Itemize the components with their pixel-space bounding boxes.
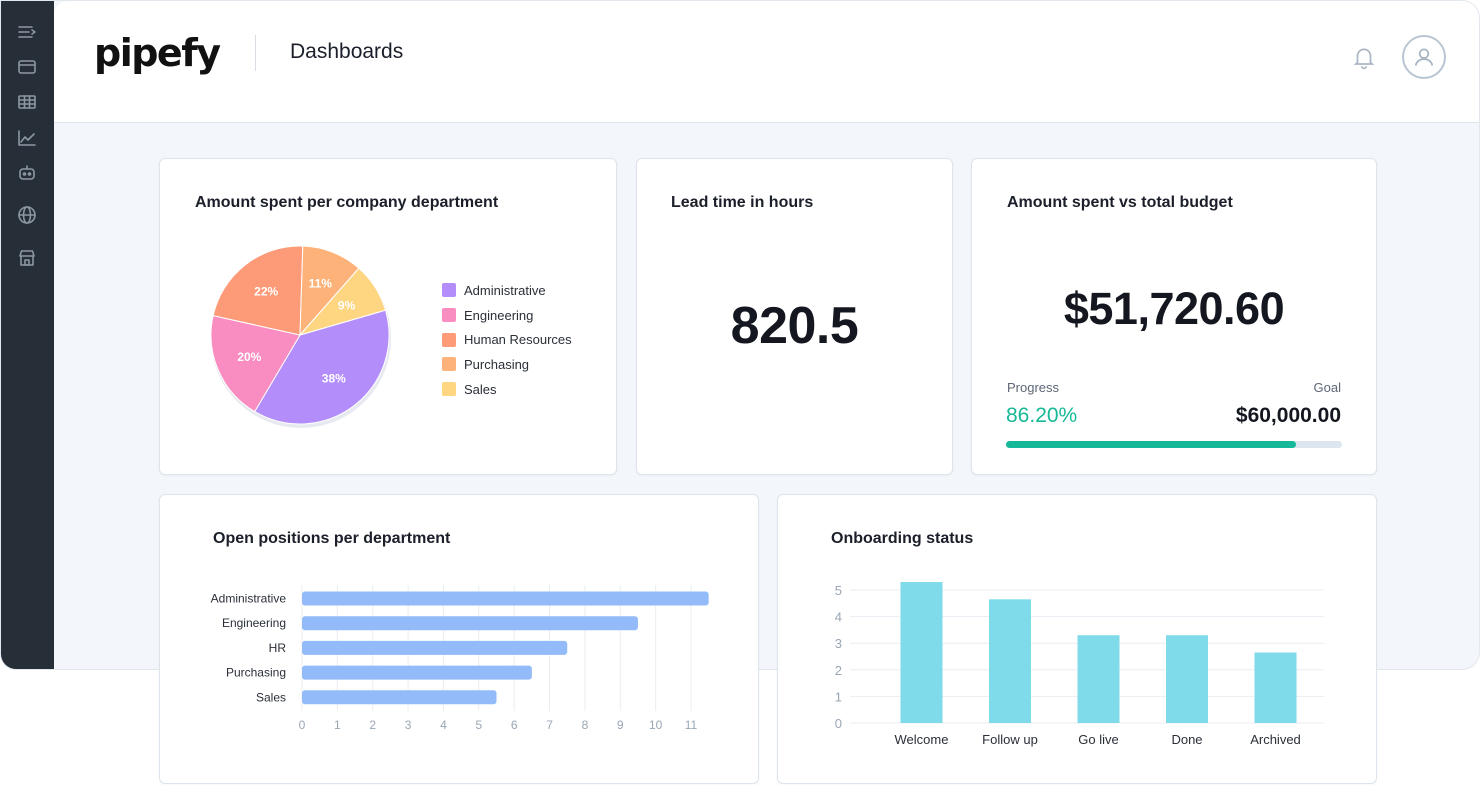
bar[interactable] xyxy=(989,599,1031,723)
y-tick-label: 4 xyxy=(835,610,842,625)
progress-value: 86.20% xyxy=(1006,404,1078,427)
pie-slice-human-resources[interactable] xyxy=(212,245,304,336)
legend-item[interactable]: Purchasing xyxy=(442,352,572,377)
card-title: Amount spent vs total budget xyxy=(1007,194,1233,211)
legend-item[interactable]: Administrative xyxy=(442,278,572,303)
progress-label: Progress xyxy=(1007,380,1060,395)
goal-value: $60,000.00 xyxy=(1235,404,1341,427)
y-category-label: Sales xyxy=(256,690,286,704)
y-category-label: Purchasing xyxy=(226,666,286,680)
legend-swatch xyxy=(442,382,456,397)
pie-chart-card: Amount spent per company department 38% 2… xyxy=(159,158,617,475)
legend-item[interactable]: Engineering xyxy=(442,303,572,328)
bar[interactable] xyxy=(1077,635,1120,723)
legend-item[interactable]: Human Resources xyxy=(442,327,572,352)
x-category-label: Done xyxy=(1171,732,1202,747)
amount-spent-value: $51,720.60 xyxy=(1063,283,1285,334)
x-tick-label: 4 xyxy=(440,718,447,732)
legend-label: Purchasing xyxy=(464,356,530,372)
card-title: Amount spent per company department xyxy=(195,194,499,211)
card-icon[interactable] xyxy=(16,56,38,78)
pie-slice-sales[interactable] xyxy=(298,267,387,336)
y-tick-label: 2 xyxy=(835,663,842,678)
lead-time-card: Lead time in hours 820.5 xyxy=(636,158,953,475)
y-category-label: Engineering xyxy=(222,616,286,630)
x-tick-label: 2 xyxy=(369,718,376,732)
budget-card: Amount spent vs total budget $51,720.60 … xyxy=(971,158,1377,475)
card-title: Onboarding status xyxy=(831,530,974,547)
x-tick-label: 8 xyxy=(582,718,589,732)
x-tick-label: 11 xyxy=(685,718,698,732)
bar[interactable] xyxy=(302,665,532,680)
pie-slice-label: 20% xyxy=(237,350,261,364)
x-tick-label: 6 xyxy=(511,718,518,732)
y-tick-label: 1 xyxy=(835,689,842,704)
page-title: Dashboards xyxy=(290,40,404,63)
x-category-label: Follow up xyxy=(982,732,1038,747)
legend-label: Engineering xyxy=(464,307,534,323)
card-title: Open positions per department xyxy=(213,530,451,547)
y-category-label: Administrative xyxy=(211,592,287,606)
lead-time-value: 820.5 xyxy=(730,297,859,355)
legend-swatch xyxy=(442,332,456,347)
pie-legend: Administrative Engineering Human Resources… xyxy=(442,278,572,401)
store-icon[interactable] xyxy=(16,247,38,269)
robot-icon[interactable] xyxy=(16,162,38,184)
bar[interactable] xyxy=(1254,652,1297,723)
pie-slice-label: 9% xyxy=(338,298,356,312)
bar[interactable] xyxy=(1166,635,1208,723)
table-icon[interactable] xyxy=(16,91,38,113)
x-tick-label: 10 xyxy=(649,718,663,732)
x-category-label: Archived xyxy=(1250,732,1301,747)
sidebar xyxy=(1,1,54,669)
x-category-label: Welcome xyxy=(895,732,949,747)
open-positions-chart: 0 1 2 3 4 5 6 7 8 9 10 11 Administrative Engineering H… xyxy=(211,585,709,732)
onboarding-chart: 0 1 2 3 4 5 Welcome Follow up Go live Done Archive… xyxy=(835,582,1324,747)
progress-bar-fill xyxy=(1006,441,1296,448)
bar[interactable] xyxy=(302,591,709,606)
chart-icon[interactable] xyxy=(16,127,38,149)
x-tick-label: 9 xyxy=(617,718,624,732)
pie-slice-engineering[interactable] xyxy=(210,314,301,413)
x-tick-label: 0 xyxy=(299,718,306,732)
bar[interactable] xyxy=(900,582,943,723)
bell-icon[interactable] xyxy=(1351,44,1377,70)
pie-chart: 38% 20% 22% 11% 9% xyxy=(210,245,391,428)
user-avatar-icon[interactable] xyxy=(1402,35,1446,79)
menu-collapse-icon[interactable] xyxy=(16,21,38,43)
legend-item[interactable]: Sales xyxy=(442,377,572,402)
header-divider xyxy=(255,35,256,71)
bar[interactable] xyxy=(302,690,497,705)
legend-swatch xyxy=(442,357,456,372)
legend-swatch xyxy=(442,308,456,323)
pie-slice-label: 38% xyxy=(322,372,346,386)
pie-slice-administrative[interactable] xyxy=(254,309,390,425)
y-tick-label: 0 xyxy=(835,716,842,731)
x-category-label: Go live xyxy=(1078,732,1118,747)
open-positions-card: Open positions per department 0 1 2 3 4 5 6 7 8 9… xyxy=(159,494,759,784)
x-tick-label: 5 xyxy=(475,718,482,732)
card-title: Lead time in hours xyxy=(671,194,814,211)
x-tick-label: 1 xyxy=(334,718,341,732)
progress-bar xyxy=(1006,441,1342,448)
pie-slice-label: 22% xyxy=(254,284,278,298)
pipefy-logo[interactable]: pipefy xyxy=(94,31,221,75)
globe-icon[interactable] xyxy=(16,204,38,226)
legend-swatch xyxy=(442,283,456,298)
legend-label: Human Resources xyxy=(464,332,572,348)
y-tick-label: 3 xyxy=(835,636,842,651)
y-tick-label: 5 xyxy=(835,583,842,598)
bar[interactable] xyxy=(302,640,568,655)
x-tick-label: 7 xyxy=(546,718,553,732)
header: pipefy Dashboards xyxy=(54,1,1479,123)
y-category-label: HR xyxy=(269,641,287,655)
legend-label: Administrative xyxy=(464,282,546,298)
pie-slice-label: 11% xyxy=(309,277,333,291)
legend-label: Sales xyxy=(464,381,497,397)
onboarding-card: Onboarding status 0 1 2 3 4 5 Welcome Follow up… xyxy=(777,494,1377,784)
goal-label: Goal xyxy=(1313,380,1341,395)
bar[interactable] xyxy=(302,616,638,631)
x-tick-label: 3 xyxy=(405,718,412,732)
